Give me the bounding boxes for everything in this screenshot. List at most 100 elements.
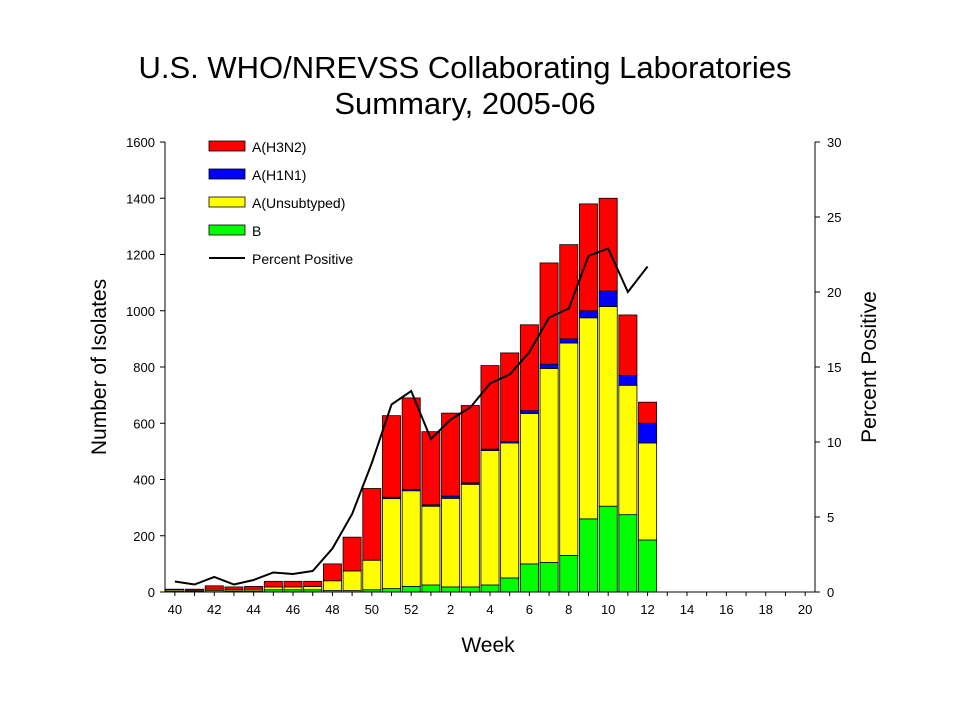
- bar-segment: [283, 580, 303, 588]
- bar-segment: [283, 586, 303, 591]
- x-tick-label: 40: [168, 602, 182, 617]
- bar-segment: [421, 584, 441, 593]
- bar-segment: [460, 483, 480, 588]
- bar-segment: [303, 580, 323, 587]
- y-tick-label: 1400: [126, 191, 155, 206]
- bar-segment: [559, 244, 579, 340]
- bar-segment: [559, 338, 579, 344]
- legend-label: A(H3N2): [252, 139, 306, 155]
- bar-segment: [244, 585, 264, 590]
- bar-segment: [342, 570, 362, 591]
- bar-segment: [618, 384, 638, 516]
- bar-segment: [382, 415, 401, 498]
- bar-segment: [500, 577, 520, 593]
- bar-segment: [598, 290, 618, 307]
- y2-tick-label: 20: [827, 285, 841, 300]
- legend-swatch: [208, 140, 246, 152]
- bar-segment: [480, 365, 500, 450]
- x-tick-label: 8: [565, 602, 572, 617]
- bar-segment: [401, 490, 421, 587]
- bar-segment: [539, 363, 559, 369]
- legend-label: B: [252, 223, 261, 239]
- bar-segment: [362, 488, 382, 561]
- bar-segment: [322, 580, 342, 591]
- bar-segment: [382, 498, 401, 590]
- y-tick-label: 1000: [126, 304, 155, 319]
- x-tick-label: 4: [486, 602, 493, 617]
- bar-segment: [480, 584, 500, 593]
- labels-layer: 0 200 400 600 800 1000 1200 1400 1600 0 5 10 15 20 25 3…: [88, 135, 881, 657]
- bar-segment: [559, 555, 579, 593]
- bar-segment: [638, 442, 658, 541]
- bar-segment: [263, 586, 283, 591]
- chart-title: U.S. WHO/NREVSS Collaborating Laboratori…: [0, 50, 930, 122]
- bar-segment: [638, 401, 658, 424]
- bar-segment: [322, 563, 342, 582]
- legend-swatch: [208, 168, 246, 180]
- y-tick-label: 400: [133, 473, 155, 488]
- x-tick-label: 14: [680, 602, 694, 617]
- y2-tick-label: 0: [827, 585, 834, 600]
- bars-layer: [165, 197, 658, 593]
- bar-segment: [618, 375, 638, 386]
- x-tick-label: 10: [601, 602, 615, 617]
- bar-segment: [342, 536, 362, 572]
- bar-segment: [185, 588, 204, 591]
- bar-segment: [441, 586, 461, 593]
- y2-tick-label: 25: [827, 210, 841, 225]
- y-tick-label: 0: [148, 585, 155, 600]
- legend: A(H3N2) A(H1N1) A(Unsubtyped) B Percent Posi…: [208, 139, 353, 267]
- chart-title-line-1: U.S. WHO/NREVSS Collaborating Laboratori…: [138, 50, 792, 85]
- bar-segment: [559, 342, 579, 556]
- legend-label: A(H1N1): [252, 167, 306, 183]
- chart-title-line-2: Summary, 2005-06: [334, 86, 596, 121]
- bar-segment: [618, 514, 638, 593]
- bar-segment: [224, 586, 244, 591]
- y2-tick-label: 10: [827, 435, 841, 450]
- bar-segment: [165, 588, 185, 591]
- bar-segment: [204, 585, 224, 590]
- bar-segment: [303, 585, 323, 591]
- bar-segment: [638, 539, 658, 593]
- bar-segment: [421, 431, 441, 506]
- line-layer: [174, 247, 649, 586]
- y2-axis-title: Percent Positive: [858, 291, 881, 443]
- bar-segment: [401, 397, 421, 490]
- bar-segment: [539, 562, 559, 593]
- bar-segment: [618, 314, 638, 376]
- y-tick-label: 1600: [126, 135, 155, 150]
- y-tick-label: 1200: [126, 248, 155, 263]
- bar-segment: [598, 197, 618, 292]
- bar-segment: [480, 450, 500, 586]
- bar-segment: [460, 586, 480, 593]
- axes-layer: [160, 141, 820, 596]
- bar-segment: [401, 585, 421, 593]
- bar-segment: [421, 505, 441, 586]
- bar-segment: [441, 497, 461, 588]
- legend-label: Percent Positive: [252, 251, 353, 267]
- y-tick-label: 200: [133, 529, 155, 544]
- y2-tick-label: 15: [827, 360, 841, 375]
- y-tick-label: 800: [133, 360, 155, 375]
- x-tick-label: 44: [246, 602, 260, 617]
- bar-segment: [519, 324, 539, 411]
- bar-segment: [579, 310, 598, 319]
- bar-segment: [519, 413, 539, 565]
- bar-segment: [598, 306, 618, 507]
- legend-swatch: [208, 224, 246, 236]
- bar-segment: [579, 317, 598, 520]
- bar-segment: [638, 422, 658, 444]
- bar-segment: [519, 563, 539, 593]
- x-tick-label: 12: [640, 602, 654, 617]
- y-axis-title: Number of Isolates: [88, 279, 111, 455]
- x-tick-label: 48: [325, 602, 339, 617]
- bar-segment: [441, 412, 461, 497]
- bar-segment: [500, 442, 520, 579]
- y-tick-label: 600: [133, 416, 155, 431]
- x-tick-label: 20: [798, 602, 812, 617]
- x-tick-label: 52: [404, 602, 418, 617]
- x-tick-label: 18: [759, 602, 773, 617]
- legend-label: A(Unsubtyped): [252, 195, 345, 211]
- bar-segment: [460, 405, 480, 484]
- bar-segment: [263, 580, 283, 588]
